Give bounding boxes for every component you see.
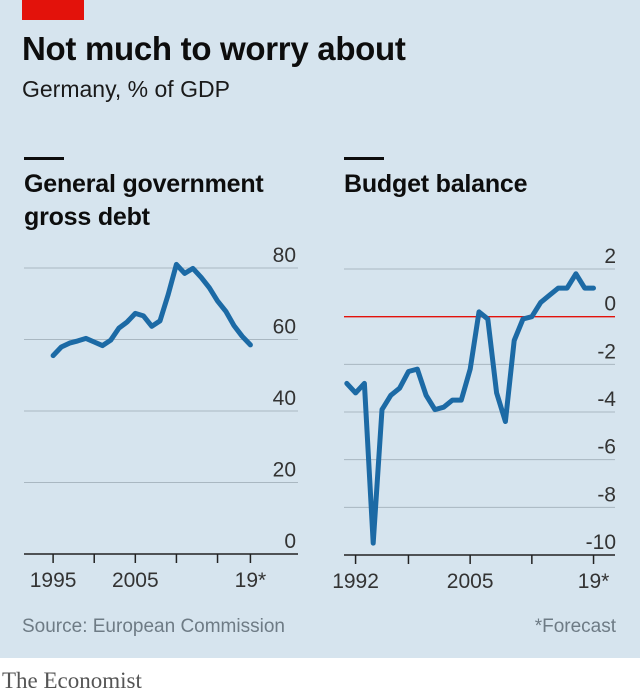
left-chart-title: General government gross debt xyxy=(24,168,264,234)
debt-y-tick-label: 60 xyxy=(273,316,296,339)
balance-y-tick-label: -4 xyxy=(597,388,616,411)
chart-subtitle: Germany, % of GDP xyxy=(22,76,230,102)
brand-logo-text: The Economist xyxy=(2,668,142,693)
debt-y-tick-label: 0 xyxy=(284,530,296,553)
balance-x-tick-label: 19* xyxy=(578,570,610,593)
debt-chart: 0 20 40 60 80 1995 2005 19* xyxy=(24,244,298,592)
debt-y-tick-label: 40 xyxy=(273,387,296,410)
right-chart-title-line-1: Budget balance xyxy=(344,170,528,198)
left-chart-title-line-2: gross debt xyxy=(24,203,150,231)
balance-y-tick-label: -8 xyxy=(597,483,616,506)
forecast-footnote: *Forecast xyxy=(534,616,616,637)
brand-red-tag xyxy=(22,0,84,20)
balance-y-tick-label: 2 xyxy=(604,245,616,268)
left-chart-title-line-1: General government xyxy=(24,170,264,198)
right-chart-dash xyxy=(344,157,384,160)
debt-y-tick-label: 20 xyxy=(273,459,296,482)
source-note: Source: European Commission xyxy=(22,616,285,637)
right-chart-title: Budget balance xyxy=(344,168,528,201)
budget-balance-chart: -10 -8 -6 -4 -2 0 2 1992 2005 19* xyxy=(332,245,616,593)
balance-y-tick-label: 0 xyxy=(604,293,616,316)
balance-x-tick-label: 1992 xyxy=(332,570,379,593)
left-chart-dash xyxy=(24,157,64,160)
debt-x-tick-label: 1995 xyxy=(30,569,77,592)
debt-x-tick-label: 2005 xyxy=(112,569,159,592)
balance-x-tick-label: 2005 xyxy=(447,570,494,593)
chart-panel: Not much to worry about Germany, % of GD… xyxy=(0,0,640,658)
balance-y-tick-label: -10 xyxy=(586,531,616,554)
debt-series-line xyxy=(50,261,253,359)
debt-y-tick-label: 80 xyxy=(273,244,296,267)
chart-title: Not much to worry about xyxy=(22,30,406,67)
balance-y-tick-label: -6 xyxy=(597,436,616,459)
balance-series-line xyxy=(344,271,596,546)
debt-x-tick-label: 19* xyxy=(235,569,267,592)
balance-y-tick-label: -2 xyxy=(597,340,616,363)
